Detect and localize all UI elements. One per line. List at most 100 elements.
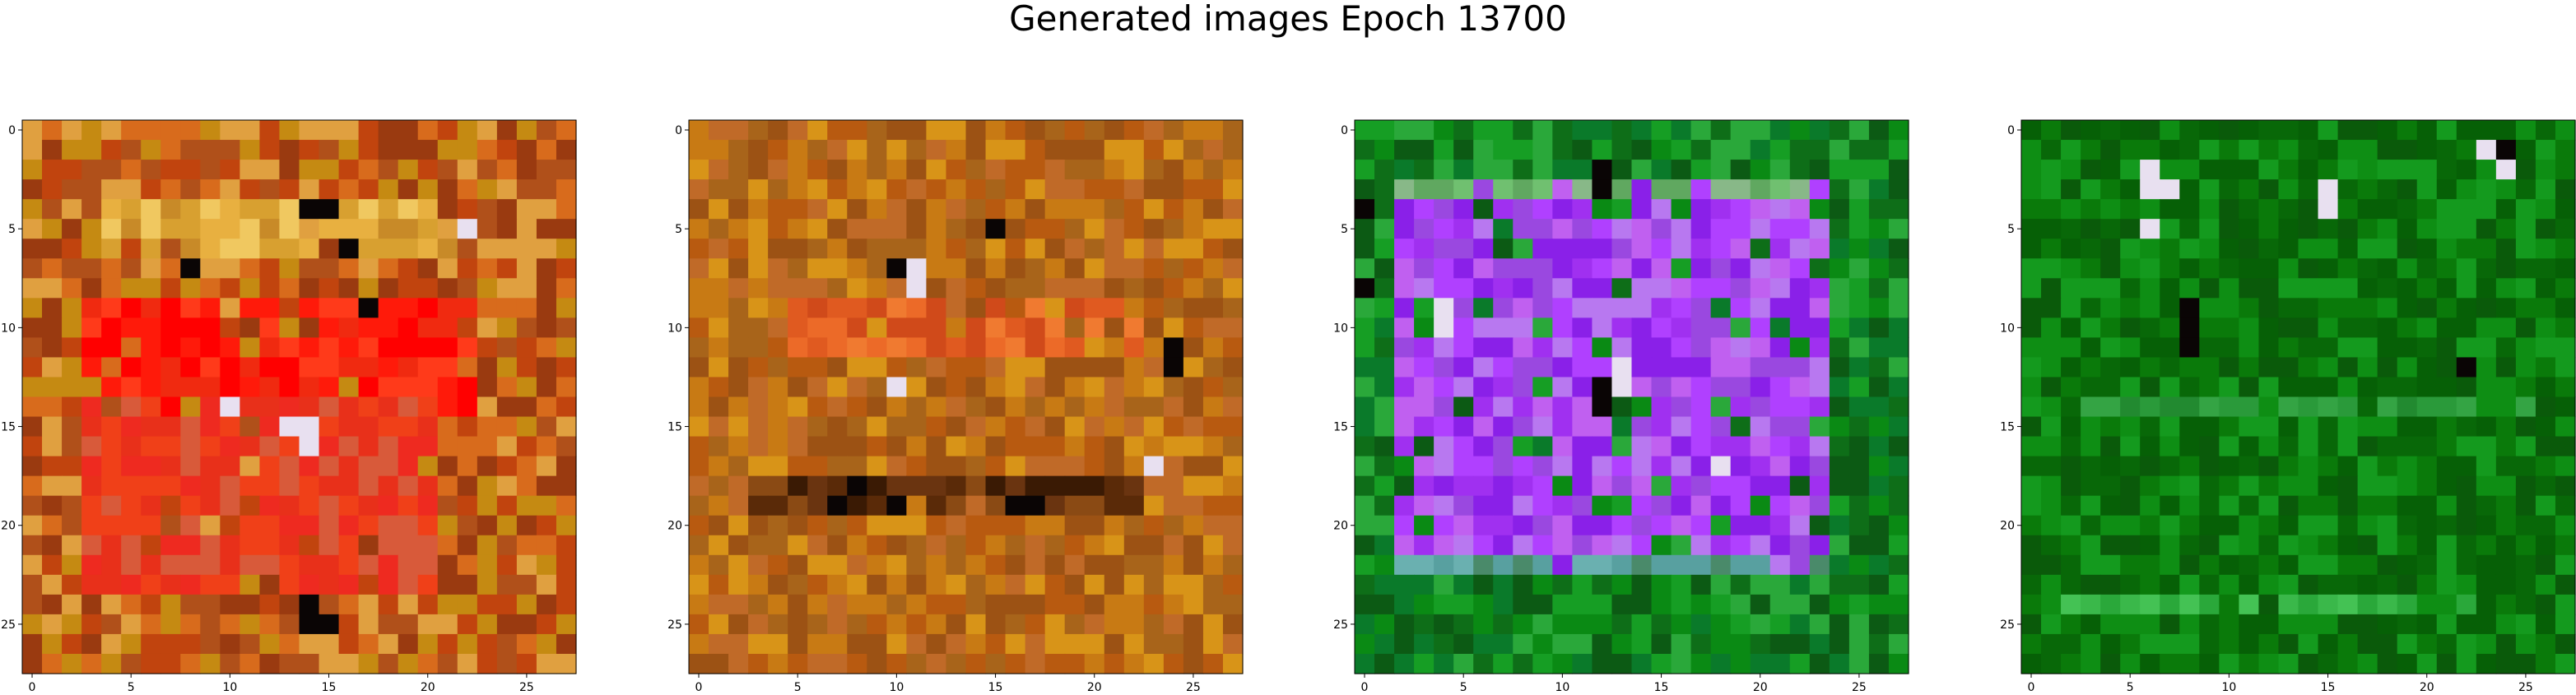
pixel-cell — [1671, 120, 1692, 141]
pixel-cell — [1005, 633, 1026, 655]
pixel-cell — [1671, 495, 1692, 517]
pixel-cell — [536, 653, 557, 674]
pixel-cell — [926, 574, 947, 595]
pixel-cell — [1592, 614, 1613, 635]
pixel-cell — [1025, 160, 1046, 180]
pixel-cell — [1611, 653, 1633, 674]
pixel-cell — [259, 495, 281, 517]
pixel-cell — [1355, 239, 1375, 259]
pixel-cell — [259, 337, 281, 359]
pixel-cell — [2239, 357, 2260, 378]
pixel-cell — [1651, 396, 1672, 418]
pixel-cell — [965, 219, 987, 239]
pixel-cell — [906, 456, 928, 477]
pixel-cell — [1730, 298, 1751, 318]
pixel-cell — [477, 594, 498, 615]
pixel-cell — [417, 258, 439, 279]
pixel-cell — [1374, 495, 1395, 517]
pixel-cell — [2160, 278, 2180, 299]
pixel-cell — [2160, 594, 2180, 615]
pixel-cell — [1064, 377, 1086, 398]
pixel-cell — [2100, 574, 2121, 595]
pixel-cell — [1453, 535, 1474, 556]
pixel-cell — [748, 653, 769, 674]
pixel-cell — [2456, 614, 2477, 635]
pixel-cell — [1394, 298, 1415, 318]
pixel-cell — [2199, 337, 2220, 359]
pixel-cell — [437, 219, 458, 239]
pixel-cell — [259, 535, 281, 556]
pixel-cell — [141, 160, 161, 180]
pixel-cell — [536, 377, 557, 398]
pixel-cell — [2436, 278, 2457, 299]
pixel-cell — [1631, 337, 1653, 359]
pixel-cell — [417, 396, 439, 418]
pixel-cell — [101, 416, 122, 438]
pixel-cell — [1044, 278, 1066, 299]
pixel-cell — [1789, 633, 1811, 655]
pixel-cell — [1868, 337, 1890, 359]
pixel-cell — [906, 614, 928, 635]
pixel-cell — [1829, 653, 1850, 674]
pixel-cell — [1163, 317, 1184, 338]
pixel-cell — [1888, 436, 1909, 457]
pixel-cell — [1202, 317, 1224, 338]
pixel-cell — [926, 594, 947, 615]
pixel-cell — [1572, 574, 1593, 595]
pixel-cell — [2337, 278, 2359, 299]
pixel-cell — [1888, 653, 1909, 674]
pixel-cell — [1434, 436, 1454, 457]
pixel-cell — [1690, 416, 1712, 438]
pixel-cell — [965, 535, 987, 556]
pixel-cell — [2416, 219, 2438, 239]
pixel-cell — [1044, 298, 1066, 318]
pixel-cell — [1552, 337, 1573, 359]
pixel-cell — [2456, 278, 2477, 299]
pixel-cell — [2021, 298, 2042, 318]
pixel-cell — [886, 653, 907, 674]
pixel-cell — [1064, 239, 1086, 259]
pixel-cell — [768, 140, 788, 160]
pixel-cell — [299, 140, 320, 160]
pixel-cell — [1809, 535, 1830, 556]
pixel-cell — [1202, 456, 1224, 477]
pixel-cell — [200, 515, 221, 536]
pixel-cell — [220, 179, 240, 200]
pixel-cell — [259, 239, 281, 259]
pixel-cell — [788, 633, 808, 655]
pixel-cell — [689, 179, 709, 200]
pixel-cell — [556, 317, 577, 338]
pixel-cell — [1453, 278, 1474, 299]
pixel-cell — [437, 298, 458, 318]
pixel-cell — [1434, 377, 1454, 398]
pixel-cell — [2179, 515, 2200, 536]
pixel-cell — [121, 337, 142, 359]
pixel-cell — [1064, 456, 1086, 477]
pixel-cell — [2100, 633, 2121, 655]
pixel-cell — [2318, 298, 2339, 318]
pixel-cell — [200, 317, 221, 338]
pixel-cell — [1671, 535, 1692, 556]
pixel-cell — [2515, 633, 2536, 655]
pixel-cell — [398, 337, 419, 359]
pixel-cell — [768, 219, 788, 239]
pixel-cell — [2318, 535, 2339, 556]
pixel-cell — [2515, 535, 2536, 556]
pixel-cell — [1611, 357, 1633, 378]
pixel-cell — [906, 179, 928, 200]
pixel-cell — [2456, 179, 2477, 200]
pixel-cell — [2416, 653, 2438, 674]
pixel-cell — [1690, 614, 1712, 635]
pixel-cell — [1084, 416, 1105, 438]
pixel-cell — [946, 436, 967, 457]
pixel-cell — [62, 456, 82, 477]
pixel-cell — [1592, 258, 1613, 279]
pixel-cell — [319, 515, 340, 536]
pixel-cell — [1888, 219, 1909, 239]
pixel-cell — [847, 535, 867, 556]
pixel-cell — [279, 357, 300, 378]
pixel-cell — [1631, 416, 1653, 438]
pixel-cell — [1750, 554, 1771, 576]
pixel-cell — [2456, 120, 2477, 141]
pixel-cell — [1671, 317, 1692, 338]
